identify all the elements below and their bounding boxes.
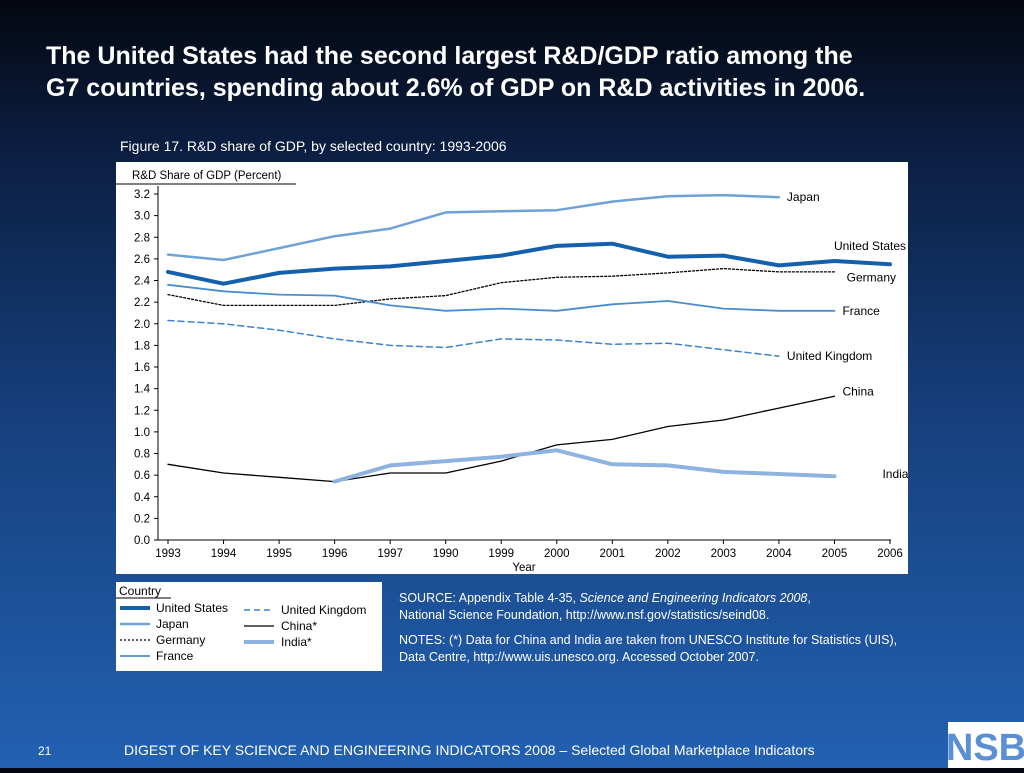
series-end-label-united-states: United States xyxy=(834,239,906,253)
series-end-label-france: France xyxy=(842,304,880,318)
y-tick-label: 1.6 xyxy=(134,362,150,374)
series-end-label-japan: Japan xyxy=(787,190,820,204)
source-prefix: SOURCE: Appendix Table 4-35, xyxy=(399,591,580,605)
x-tick-label: 1990 xyxy=(433,548,459,560)
series-line-united-states xyxy=(166,241,892,286)
nsb-logo-text: NSB xyxy=(948,727,1024,768)
y-tick-label: 1.2 xyxy=(134,405,150,417)
x-tick-label: 1996 xyxy=(322,548,348,560)
legend-label-india: India* xyxy=(281,635,312,649)
x-tick-label: 2001 xyxy=(600,548,626,560)
legend-title: Country xyxy=(119,584,161,598)
legend-label-japan: Japan xyxy=(156,617,189,631)
slide-title-line-1: The United States had the second largest… xyxy=(46,42,853,70)
y-tick-label: 0.6 xyxy=(134,470,150,482)
y-tick-label: 2.2 xyxy=(134,297,150,309)
x-tick-label: 2004 xyxy=(766,548,792,560)
source-text: SOURCE: Appendix Table 4-35, Science and… xyxy=(399,590,919,624)
x-tick-label: 1995 xyxy=(266,548,292,560)
y-tick-label: 2.0 xyxy=(134,319,150,331)
y-tick-label: 1.8 xyxy=(134,340,150,352)
x-tick-label: 2000 xyxy=(544,548,570,560)
y-tick-label: 0.0 xyxy=(134,535,150,547)
x-tick-label: 1993 xyxy=(155,548,181,560)
slide-title-line-2: G7 countries, spending about 2.6% of GDP… xyxy=(46,74,866,102)
series-line-india xyxy=(332,448,837,484)
source-publication: Science and Engineering Indicators 2008 xyxy=(579,591,808,605)
series-end-label-united-kingdom: United Kingdom xyxy=(787,349,872,363)
series-end-label-germany: Germany xyxy=(847,270,896,284)
y-tick-label: 0.8 xyxy=(134,449,150,461)
nsb-logo-graphic: NSB xyxy=(946,722,1024,769)
series-line-germany xyxy=(167,267,836,307)
footer-text: DIGEST OF KEY SCIENCE AND ENGINEERING IN… xyxy=(124,742,815,758)
nsb-logo: NSB xyxy=(946,722,1024,769)
y-tick-label: 3.2 xyxy=(134,189,150,201)
legend-panel: Country United States Japan Germany France Un… xyxy=(116,582,382,671)
line-chart: R&D Share of GDP (Percent) 0.0 0.2 0.4 0.6 0.… xyxy=(116,170,909,574)
legend: Country United States Japan Germany France Un… xyxy=(116,584,366,663)
x-tick-label: 1999 xyxy=(488,548,514,560)
x-tick-label: 1994 xyxy=(211,548,237,560)
y-tick-label: 0.2 xyxy=(134,513,150,525)
x-axis-label: Year xyxy=(512,562,535,574)
series-line-japan xyxy=(166,193,781,262)
legend-label-united-kingdom: United Kingdom xyxy=(281,603,366,617)
y-tick-label: 3.0 xyxy=(134,211,150,223)
series-end-label-china: China xyxy=(842,384,874,398)
y-tick-label: 2.4 xyxy=(134,276,151,288)
page-number: 21 xyxy=(38,744,52,758)
notes-text: NOTES: (*) Data for China and India are … xyxy=(399,633,898,664)
x-tick-label: 2005 xyxy=(822,548,848,560)
series-end-label-india: India xyxy=(882,467,908,481)
x-tick-label: 2002 xyxy=(655,548,681,560)
legend-label-china: China* xyxy=(281,619,317,633)
legend-label-germany: Germany xyxy=(156,633,205,647)
y-tick-label: 0.4 xyxy=(134,492,151,504)
series-line-france xyxy=(167,283,836,312)
x-tick-label: 1997 xyxy=(377,548,403,560)
y-tick-label: 1.0 xyxy=(134,427,150,439)
chart-panel: R&D Share of GDP (Percent) 0.0 0.2 0.4 0.6 0.… xyxy=(116,162,909,574)
y-tick-label: 2.8 xyxy=(134,232,150,244)
y-axis-label: R&D Share of GDP (Percent) xyxy=(132,170,282,182)
source-notes: SOURCE: Appendix Table 4-35, Science and… xyxy=(399,590,919,674)
x-tick-label: 2003 xyxy=(711,548,737,560)
source-suffix: , xyxy=(807,591,811,605)
x-tick-label: 2006 xyxy=(877,548,903,560)
legend-label-united-states: United States xyxy=(156,601,228,615)
y-tick-label: 2.6 xyxy=(134,254,150,266)
slide-title: The United States had the second largest… xyxy=(46,40,996,104)
y-tick-label: 1.4 xyxy=(134,384,151,396)
source-line-2: National Science Foundation, http://www.… xyxy=(399,608,770,622)
legend-label-france: France xyxy=(156,649,194,663)
series-line-united-kingdom xyxy=(167,319,780,357)
series-line-china xyxy=(167,395,836,483)
figure-caption: Figure 17. R&D share of GDP, by selected… xyxy=(120,138,507,154)
